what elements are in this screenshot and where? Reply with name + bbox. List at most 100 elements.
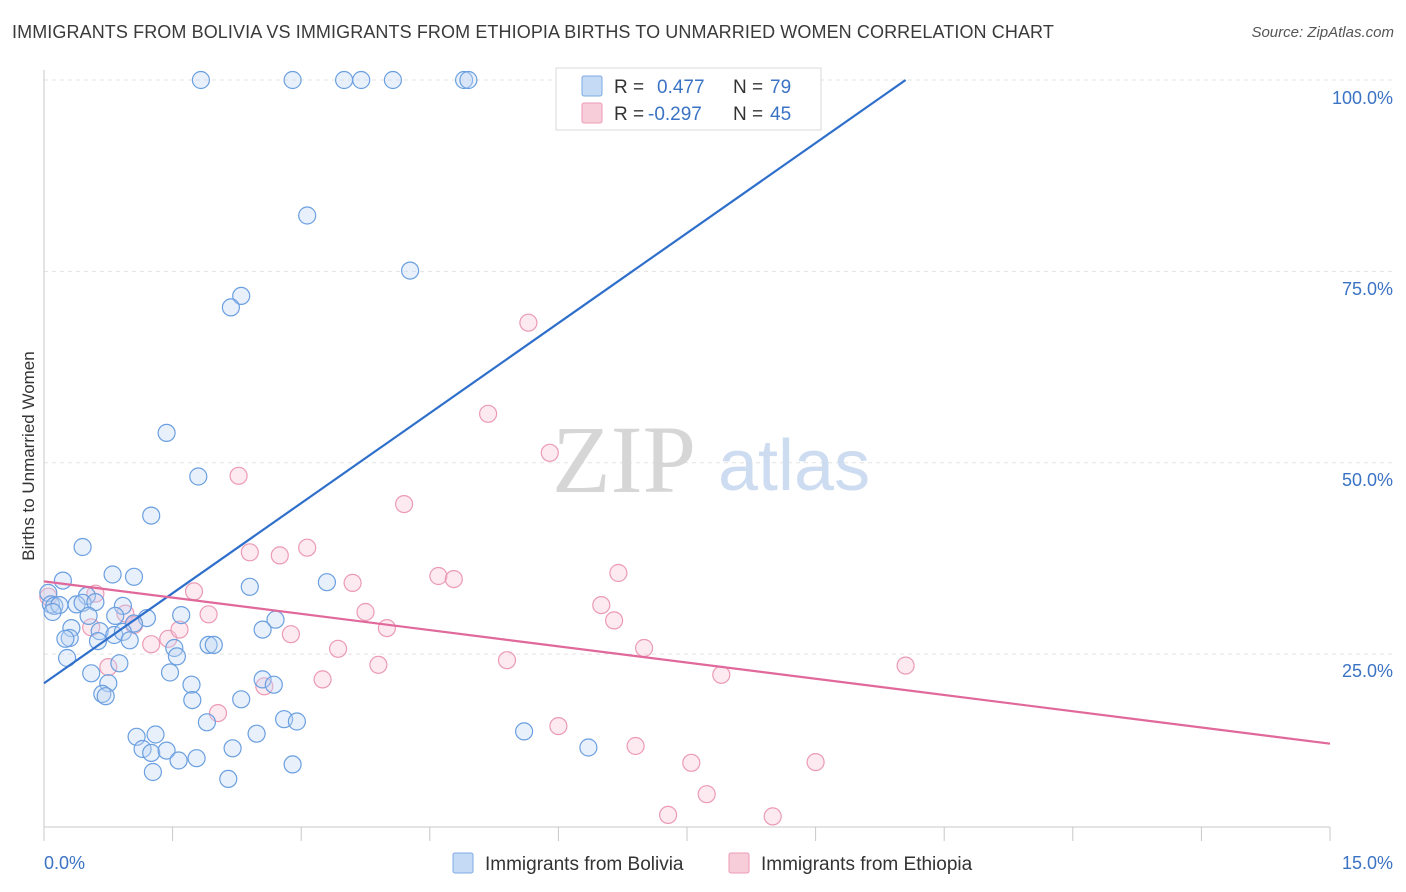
bolivia-point bbox=[160, 663, 180, 682]
ethiopia-point bbox=[497, 651, 517, 670]
ethiopia-n-value: 45 bbox=[770, 104, 791, 125]
bolivia-point bbox=[187, 749, 206, 768]
bolivia-point bbox=[455, 70, 474, 90]
bolivia-point bbox=[167, 647, 186, 666]
ethiopia-point bbox=[395, 495, 414, 514]
ethiopia-point bbox=[377, 618, 396, 638]
bolivia-point bbox=[53, 571, 73, 590]
bolivia-point bbox=[106, 606, 125, 626]
ethiopia-point bbox=[540, 443, 559, 462]
bottom-legend-bolivia-swatch bbox=[452, 852, 474, 874]
ethiopia-point bbox=[682, 753, 701, 772]
ethiopia-point bbox=[609, 563, 628, 583]
x-tick-label-min: 0.0% bbox=[44, 853, 85, 873]
bolivia-point bbox=[204, 635, 223, 655]
bolivia-point bbox=[143, 762, 162, 782]
chart-title: IMMIGRANTS FROM BOLIVIA VS IMMIGRANTS FR… bbox=[12, 22, 1054, 42]
ethiopia-point bbox=[369, 655, 388, 674]
x-tick-label-max: 15.0% bbox=[1342, 853, 1393, 873]
bolivia-point bbox=[103, 565, 122, 584]
bottom-legend-ethiopia-swatch bbox=[728, 852, 750, 874]
bolivia-r-value: 0.477 bbox=[657, 77, 705, 98]
bolivia-point bbox=[514, 722, 534, 741]
bottom-legend-ethiopia-label: Immigrants from Ethiopia bbox=[761, 854, 973, 875]
ethiopia-point bbox=[658, 805, 678, 825]
stats-legend: R = 0.477 N = 79 R = -0.297 N = 45 bbox=[555, 67, 822, 131]
bolivia-n-label: N = bbox=[733, 77, 763, 98]
bolivia-point bbox=[169, 751, 188, 770]
bolivia-point bbox=[142, 506, 161, 525]
bolivia-point bbox=[197, 713, 216, 732]
bolivia-point bbox=[93, 684, 112, 704]
grid bbox=[44, 79, 1392, 655]
ethiopia-point bbox=[549, 716, 568, 736]
bolivia-point bbox=[73, 537, 92, 557]
ethiopia-point bbox=[298, 538, 317, 557]
ethiopia-point bbox=[313, 670, 332, 689]
bolivia-point bbox=[110, 654, 129, 673]
ethiopia-point bbox=[626, 736, 645, 756]
bolivia-point bbox=[283, 70, 302, 90]
ethiopia-point bbox=[356, 602, 375, 622]
bolivia-point bbox=[317, 573, 336, 592]
ethiopia-legend-swatch bbox=[581, 102, 603, 124]
bolivia-point bbox=[283, 755, 302, 774]
watermark-zip: ZIP bbox=[552, 406, 696, 513]
bolivia-point bbox=[298, 206, 317, 225]
bolivia-trend-line bbox=[43, 79, 907, 685]
bolivia-point bbox=[146, 725, 165, 744]
bolivia-point bbox=[219, 769, 238, 789]
bolivia-point bbox=[401, 261, 420, 280]
ethiopia-point bbox=[270, 546, 289, 565]
ethiopia-point bbox=[634, 638, 654, 658]
ethiopia-points bbox=[39, 313, 915, 826]
ethiopia-point bbox=[329, 639, 348, 658]
source-label: Source: ZipAtlas.com bbox=[1251, 24, 1394, 41]
bolivia-point bbox=[253, 670, 272, 689]
bolivia-point bbox=[232, 286, 251, 305]
y-tick-label-25: 25.0% bbox=[1342, 661, 1393, 681]
ethiopia-point bbox=[170, 620, 189, 639]
bolivia-point bbox=[221, 298, 240, 317]
ethiopia-point bbox=[896, 656, 915, 675]
ethiopia-point bbox=[806, 752, 825, 772]
bolivia-point bbox=[133, 739, 152, 759]
ethiopia-point bbox=[142, 635, 161, 654]
bolivia-point bbox=[113, 596, 133, 616]
bolivia-point bbox=[120, 631, 139, 650]
bolivia-point bbox=[223, 739, 242, 758]
bolivia-point bbox=[157, 423, 176, 442]
bolivia-point bbox=[45, 596, 64, 616]
bolivia-point bbox=[191, 70, 210, 90]
bolivia-point bbox=[383, 70, 402, 90]
bolivia-point bbox=[67, 595, 86, 614]
ethiopia-point bbox=[229, 466, 248, 485]
y-tick-label-50: 50.0% bbox=[1342, 470, 1393, 490]
ethiopia-point bbox=[184, 582, 204, 601]
bolivia-point bbox=[240, 577, 259, 596]
ethiopia-point bbox=[604, 611, 624, 630]
bolivia-point bbox=[56, 629, 75, 648]
ethiopia-r-value: -0.297 bbox=[648, 104, 702, 125]
bolivia-point bbox=[199, 635, 218, 655]
bolivia-point bbox=[88, 631, 108, 651]
x-tick-marks bbox=[43, 827, 1331, 841]
ethiopia-point bbox=[444, 569, 463, 589]
bolivia-point bbox=[579, 738, 598, 757]
ethiopia-point bbox=[712, 665, 731, 684]
bolivia-r-label: R = bbox=[614, 77, 644, 98]
y-axis-label: Births to Unmarried Women bbox=[19, 351, 38, 560]
ethiopia-point bbox=[479, 404, 498, 423]
ethiopia-point bbox=[281, 625, 300, 644]
y-tick-label-100: 100.0% bbox=[1332, 88, 1393, 108]
bolivia-point bbox=[157, 741, 176, 760]
bolivia-points bbox=[39, 70, 821, 789]
bolivia-point bbox=[96, 687, 115, 706]
ethiopia-point bbox=[519, 313, 538, 332]
ethiopia-point bbox=[429, 566, 448, 586]
bolivia-point bbox=[189, 467, 208, 486]
bolivia-point bbox=[352, 70, 371, 90]
bolivia-point bbox=[247, 724, 266, 743]
ethiopia-point bbox=[763, 807, 782, 826]
